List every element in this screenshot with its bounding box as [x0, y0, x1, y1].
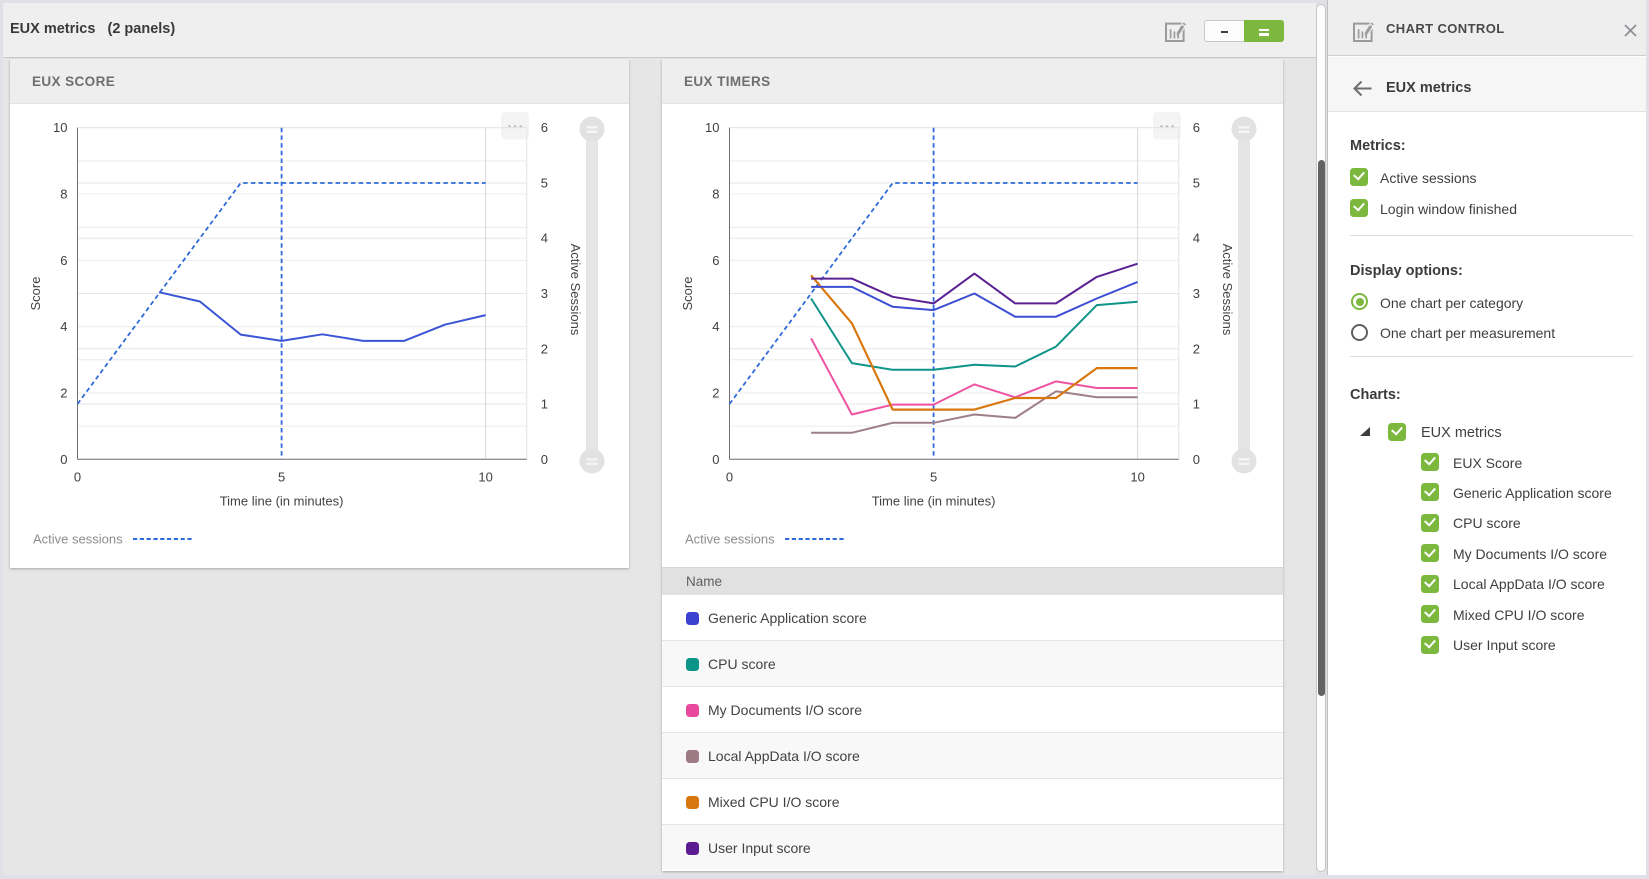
svg-text:6: 6 — [712, 253, 719, 268]
svg-text:Active sessions: Active sessions — [33, 532, 123, 547]
svg-text:5: 5 — [930, 469, 937, 484]
svg-text:4: 4 — [541, 231, 548, 246]
svg-text:6: 6 — [60, 253, 67, 268]
svg-text:1: 1 — [541, 397, 548, 412]
svg-text:4: 4 — [60, 319, 67, 334]
svg-text:10: 10 — [478, 469, 492, 484]
svg-text:5: 5 — [541, 176, 548, 191]
svg-text:2: 2 — [60, 386, 67, 401]
svg-text:8: 8 — [60, 187, 67, 202]
svg-text:0: 0 — [60, 452, 67, 467]
svg-text:Score: Score — [28, 277, 43, 311]
svg-text:0: 0 — [1193, 452, 1200, 467]
svg-text:6: 6 — [541, 120, 548, 135]
svg-text:6: 6 — [1193, 120, 1200, 135]
svg-text:Time line (in minutes): Time line (in minutes) — [220, 493, 344, 508]
svg-text:Active Sessions: Active Sessions — [1220, 244, 1235, 336]
svg-text:4: 4 — [712, 319, 719, 334]
svg-text:Active Sessions: Active Sessions — [568, 244, 583, 336]
svg-text:4: 4 — [1193, 231, 1200, 246]
svg-text:2: 2 — [712, 386, 719, 401]
svg-text:0: 0 — [541, 452, 548, 467]
svg-text:3: 3 — [541, 286, 548, 301]
svg-text:Score: Score — [680, 277, 695, 311]
svg-text:10: 10 — [705, 120, 719, 135]
svg-text:0: 0 — [712, 452, 719, 467]
svg-text:2: 2 — [1193, 341, 1200, 356]
svg-text:5: 5 — [278, 469, 285, 484]
svg-text:0: 0 — [726, 469, 733, 484]
svg-text:Active sessions: Active sessions — [685, 532, 775, 547]
svg-text:10: 10 — [1130, 469, 1144, 484]
svg-text:10: 10 — [53, 120, 67, 135]
svg-text:0: 0 — [74, 469, 81, 484]
svg-text:1: 1 — [1193, 397, 1200, 412]
svg-text:2: 2 — [541, 341, 548, 356]
svg-text:8: 8 — [712, 187, 719, 202]
svg-text:5: 5 — [1193, 176, 1200, 191]
svg-text:Time line (in minutes): Time line (in minutes) — [872, 493, 996, 508]
svg-text:3: 3 — [1193, 286, 1200, 301]
